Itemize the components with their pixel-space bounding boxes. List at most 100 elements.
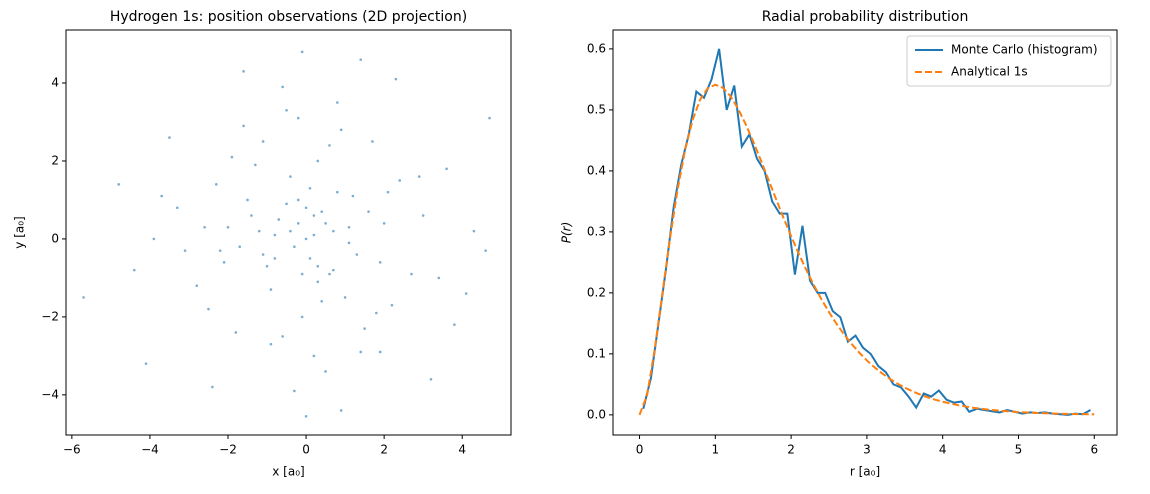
point: [332, 268, 335, 272]
point: [328, 272, 331, 276]
point: [285, 108, 288, 112]
point: [363, 327, 366, 330]
point: [289, 175, 292, 178]
point: [296, 198, 300, 202]
point: [214, 183, 218, 186]
point: [222, 261, 226, 264]
point: [168, 136, 171, 139]
point: [300, 272, 304, 276]
point: [218, 249, 222, 252]
point: [195, 284, 199, 288]
y-tick-label: 0.1: [587, 346, 606, 360]
point: [429, 377, 433, 381]
point: [335, 101, 339, 104]
axes-frame: [612, 29, 1118, 436]
point: [472, 229, 476, 233]
line: [638, 83, 1095, 416]
y-tick-label: 0.5: [587, 102, 606, 116]
point: [324, 370, 327, 373]
x-axis-label: x [a₀]: [272, 465, 304, 479]
point: [390, 303, 394, 307]
point: [316, 280, 320, 284]
y-tick-label: −2: [41, 309, 59, 323]
chart-title: Radial probability distribution: [762, 9, 969, 25]
point: [273, 233, 277, 237]
point: [293, 245, 296, 249]
point: [343, 296, 347, 299]
point: [351, 194, 355, 198]
point: [398, 179, 402, 182]
point: [254, 163, 257, 167]
x-tick-label: 1: [711, 443, 719, 457]
point: [375, 311, 378, 315]
point: [257, 229, 261, 233]
point: [347, 241, 351, 245]
point: [183, 249, 187, 252]
point: [488, 116, 491, 120]
point: [464, 292, 468, 295]
point: [133, 268, 136, 272]
point: [339, 128, 343, 132]
point: [359, 350, 363, 354]
point: [371, 140, 374, 143]
x-axis-label: r [a₀]: [850, 465, 880, 479]
point: [281, 335, 284, 338]
y-axis-label: y [a₀]: [13, 216, 27, 248]
y-tick-label: 0: [51, 231, 59, 245]
point: [320, 210, 323, 213]
x-tick-label: 4: [458, 443, 466, 457]
point: [347, 225, 351, 229]
x-tick-label: 0: [302, 443, 310, 457]
point: [203, 225, 206, 229]
point: [234, 331, 238, 334]
y-tick-label: 0.6: [587, 41, 606, 55]
point: [359, 58, 363, 61]
point: [207, 307, 210, 311]
x-tick-label: −2: [219, 443, 237, 457]
point: [312, 354, 316, 358]
point: [378, 261, 382, 264]
x-tick-label: 2: [787, 443, 795, 457]
point: [421, 214, 425, 217]
legend-box: [906, 35, 1112, 87]
y-tick-label: −4: [41, 387, 59, 401]
point: [250, 214, 253, 217]
point: [355, 253, 359, 256]
point: [445, 167, 448, 171]
point: [246, 198, 249, 202]
point: [324, 222, 327, 225]
y-tick-label: 0.4: [587, 163, 606, 177]
point: [335, 190, 339, 194]
chart-title: Hydrogen 1s: position observations (2D p…: [110, 9, 467, 25]
point: [160, 194, 163, 198]
point: [277, 218, 281, 221]
point: [285, 202, 288, 206]
point: [304, 206, 308, 210]
point: [296, 222, 300, 225]
point: [378, 350, 382, 354]
point: [316, 159, 320, 163]
x-tick-label: 2: [380, 443, 388, 457]
point: [394, 77, 398, 81]
point: [437, 276, 441, 280]
point: [269, 342, 273, 346]
point: [230, 155, 234, 159]
point: [238, 245, 242, 249]
y-axis-label: P(r): [560, 222, 574, 244]
y-tick-label: 4: [51, 76, 59, 90]
point: [304, 414, 308, 418]
point: [316, 264, 320, 268]
point: [265, 264, 269, 268]
point: [312, 233, 316, 237]
point: [332, 229, 335, 233]
point: [453, 323, 456, 326]
point: [296, 116, 300, 120]
point: [312, 214, 316, 217]
x-tick-label: 6: [1090, 443, 1098, 457]
x-tick-label: −4: [141, 443, 159, 457]
point: [269, 288, 273, 291]
point: [484, 249, 487, 252]
point: [152, 237, 156, 241]
point: [82, 296, 85, 299]
